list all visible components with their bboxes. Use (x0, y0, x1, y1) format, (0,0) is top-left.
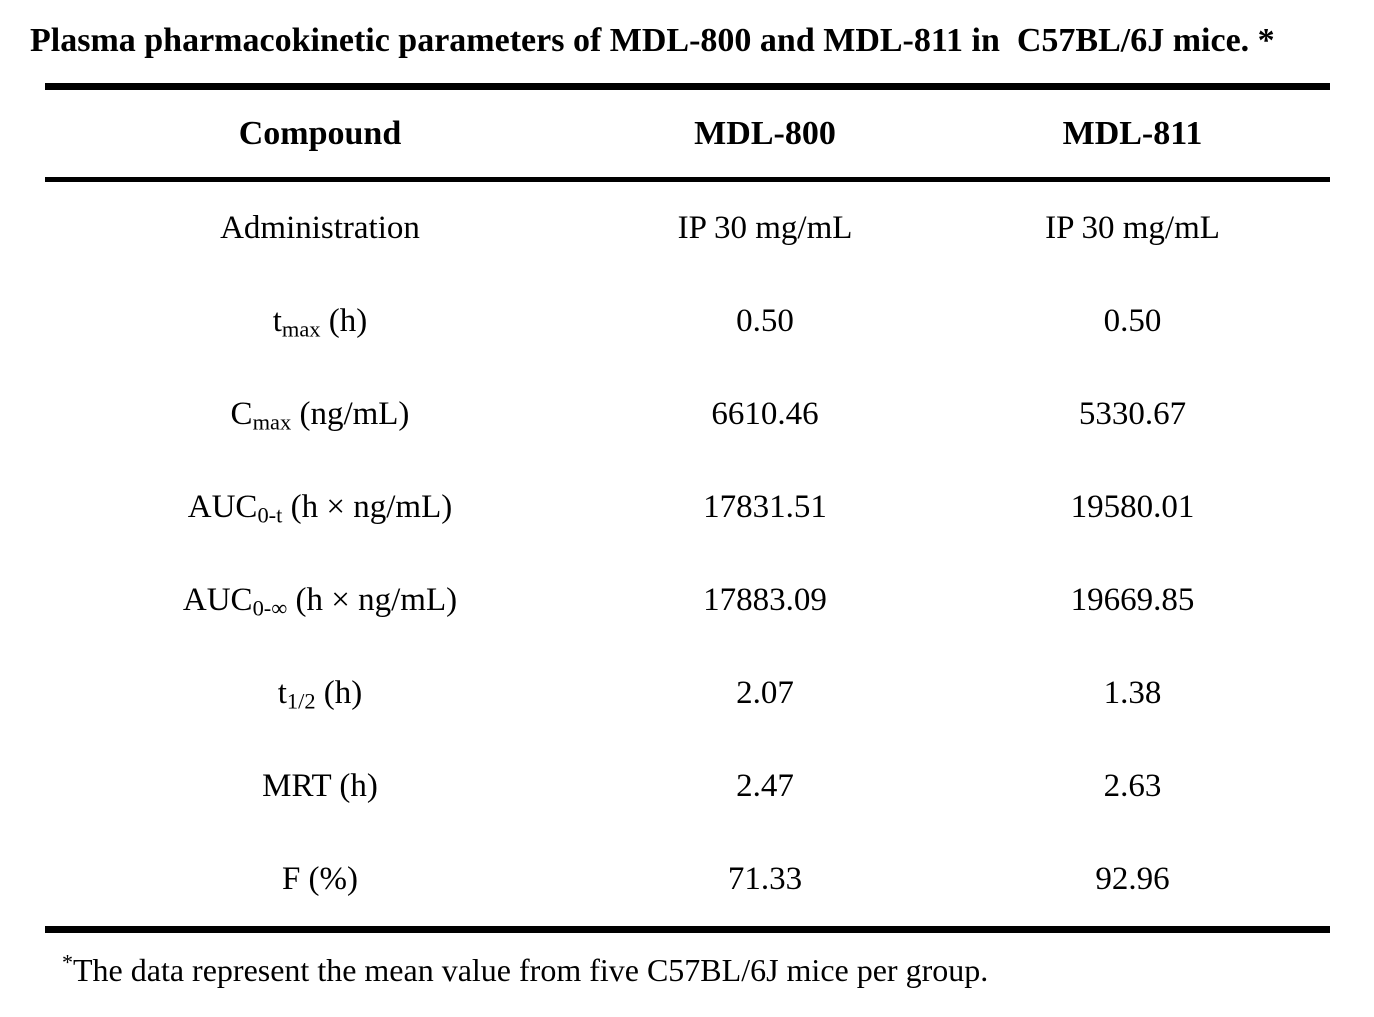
row-label: Cmax (ng/mL) (45, 396, 595, 434)
row-label: Administration (45, 210, 595, 248)
table-row-cmax: Cmax (ng/mL) 6610.46 5330.67 (45, 368, 1330, 461)
row-label-base: AUC (187, 488, 258, 525)
table-title: Plasma pharmacokinetic parameters of MDL… (30, 22, 1275, 59)
bottom-rule (45, 926, 1330, 933)
row-label-base: t (277, 674, 287, 711)
row-label: t1/2 (h) (45, 675, 595, 713)
table-row-mrt: MRT (h) 2.47 2.63 (45, 740, 1330, 833)
row-label-base: AUC (182, 581, 253, 618)
row-label-base: C (230, 395, 253, 432)
row-label-rest: (ng/mL) (291, 395, 410, 432)
header-compound: Compound (238, 114, 402, 152)
header-mdl811: MDL-811 (1062, 114, 1203, 152)
mdl811-value: 19580.01 (1070, 488, 1195, 525)
table-row-auc0inf: AUC0-∞ (h × ng/mL) 17883.09 19669.85 (45, 554, 1330, 647)
row-label-sub: 0-t (257, 502, 283, 528)
table-header-row: Compound MDL-800 MDL-811 (45, 90, 1330, 177)
header-rule (45, 177, 1330, 182)
mdl800-value: 71.33 (727, 860, 803, 897)
mdl811-value: IP 30 mg/mL (1045, 209, 1220, 246)
footnote: *The data represent the mean value from … (62, 950, 988, 992)
header-mdl800: MDL-800 (694, 114, 836, 152)
mdl800-value: 17831.51 (703, 488, 827, 525)
footnote-text: The data represent the mean value from f… (73, 952, 989, 988)
mdl800-value: 2.07 (736, 674, 794, 711)
mdl800-value: 17883.09 (703, 581, 827, 618)
mdl800-value: IP 30 mg/mL (677, 209, 853, 246)
footnote-marker: * (62, 949, 73, 975)
row-label-rest: (h × ng/mL) (282, 488, 453, 525)
mdl811-value: 92.96 (1095, 860, 1170, 897)
mdl800-value: 2.47 (736, 767, 794, 804)
pk-parameters-table: Compound MDL-800 MDL-811 Administration … (45, 83, 1330, 933)
row-label-sub: 1/2 (286, 688, 316, 714)
row-label-rest: (h) (315, 674, 363, 711)
row-label: F (%) (45, 861, 595, 899)
mdl811-value: 1.38 (1103, 674, 1162, 711)
table-row-tmax: tmax (h) 0.50 0.50 (45, 275, 1330, 368)
table-row-auc0t: AUC0-t (h × ng/mL) 17831.51 19580.01 (45, 461, 1330, 554)
row-label-base: Administration (220, 209, 420, 246)
row-label-sub: max (281, 316, 321, 342)
row-label-base: MRT (h) (262, 767, 378, 804)
row-label-rest: (h) (320, 302, 368, 339)
mdl811-value: 5330.67 (1078, 395, 1187, 432)
row-label-sub: max (252, 409, 292, 435)
mdl811-value: 0.50 (1103, 302, 1162, 339)
top-rule (45, 83, 1330, 90)
row-label-rest: (h × ng/mL) (287, 581, 458, 618)
mdl800-value: 0.50 (736, 302, 794, 339)
row-label: tmax (h) (45, 303, 595, 341)
table-row-thalf: t1/2 (h) 2.07 1.38 (45, 647, 1330, 740)
row-label: AUC0-t (h × ng/mL) (45, 489, 595, 527)
row-label-base: t (272, 302, 282, 339)
table-row-administration: Administration IP 30 mg/mL IP 30 mg/mL (45, 182, 1330, 275)
row-label-base: F (%) (281, 860, 359, 897)
row-label: MRT (h) (45, 768, 595, 806)
mdl811-value: 19669.85 (1070, 581, 1195, 618)
row-label-sub: 0-∞ (252, 595, 288, 621)
table-row-f: F (%) 71.33 92.96 (45, 833, 1330, 926)
mdl800-value: 6610.46 (711, 395, 819, 432)
row-label: AUC0-∞ (h × ng/mL) (45, 582, 595, 620)
mdl811-value: 2.63 (1103, 767, 1162, 804)
